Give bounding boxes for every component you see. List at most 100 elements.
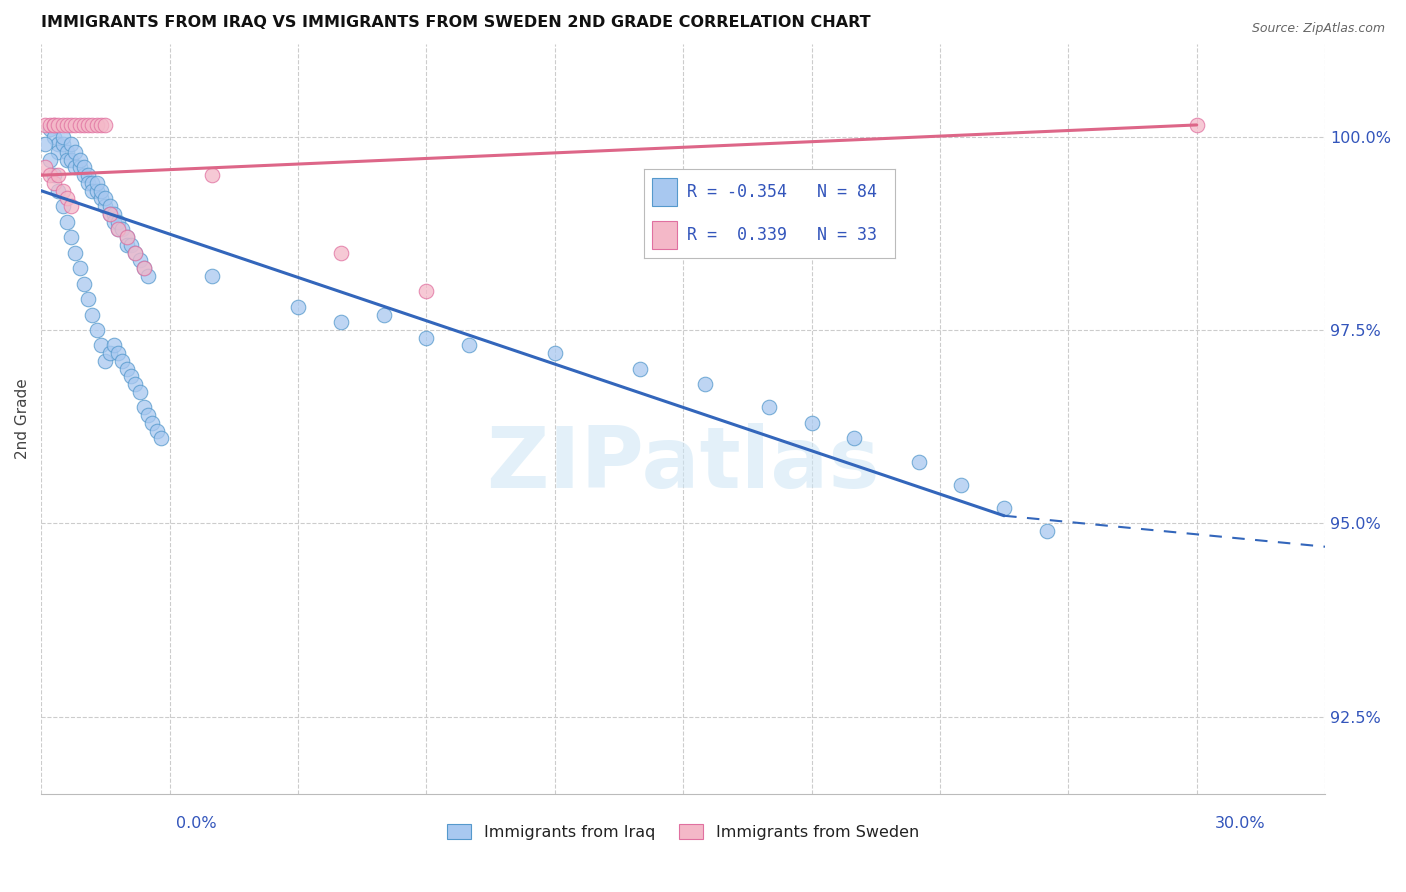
- Point: [98, 346, 121, 360]
- Point: [120, 238, 142, 252]
- Point: [60, 199, 83, 213]
- Point: [693, 377, 716, 392]
- Text: IMMIGRANTS FROM IRAQ VS IMMIGRANTS FROM SWEDEN 2ND GRADE CORRELATION CHART: IMMIGRANTS FROM IRAQ VS IMMIGRANTS FROM …: [41, 15, 870, 30]
- Point: [115, 238, 138, 252]
- Point: [56, 153, 79, 167]
- Point: [136, 408, 159, 422]
- Point: [103, 215, 125, 229]
- Point: [103, 207, 125, 221]
- Text: R =  0.339   N = 33: R = 0.339 N = 33: [688, 226, 877, 244]
- FancyBboxPatch shape: [652, 178, 676, 206]
- Point: [77, 168, 100, 182]
- Point: [132, 401, 155, 415]
- Point: [115, 230, 138, 244]
- Point: [73, 277, 96, 291]
- Point: [94, 199, 117, 213]
- Point: [46, 118, 69, 132]
- Point: [56, 191, 79, 205]
- Legend: Immigrants from Iraq, Immigrants from Sweden: Immigrants from Iraq, Immigrants from Sw…: [440, 818, 925, 847]
- Point: [86, 184, 108, 198]
- Point: [107, 346, 129, 360]
- Point: [693, 184, 716, 198]
- Point: [98, 207, 121, 221]
- Point: [65, 118, 87, 132]
- Point: [65, 161, 87, 175]
- Point: [94, 354, 117, 368]
- Point: [60, 230, 83, 244]
- Point: [60, 153, 83, 167]
- Point: [201, 268, 224, 283]
- Point: [82, 176, 104, 190]
- Point: [77, 292, 100, 306]
- Point: [145, 424, 167, 438]
- Point: [124, 377, 146, 392]
- Point: [34, 161, 56, 175]
- Point: [124, 245, 146, 260]
- Point: [51, 129, 73, 144]
- Point: [287, 300, 309, 314]
- Point: [86, 118, 108, 132]
- Point: [132, 261, 155, 276]
- Point: [46, 145, 69, 159]
- Point: [65, 145, 87, 159]
- Point: [86, 176, 108, 190]
- Point: [111, 222, 134, 236]
- Point: [993, 501, 1015, 516]
- Point: [77, 176, 100, 190]
- Point: [136, 268, 159, 283]
- Text: Source: ZipAtlas.com: Source: ZipAtlas.com: [1251, 22, 1385, 36]
- Point: [65, 245, 87, 260]
- Point: [86, 323, 108, 337]
- Point: [51, 199, 73, 213]
- Point: [90, 191, 112, 205]
- Point: [56, 215, 79, 229]
- Point: [69, 118, 91, 132]
- Point: [1185, 118, 1208, 132]
- Point: [107, 222, 129, 236]
- Point: [56, 118, 79, 132]
- Point: [132, 261, 155, 276]
- Point: [201, 168, 224, 182]
- Point: [98, 199, 121, 213]
- Point: [46, 168, 69, 182]
- Text: ZIPatlas: ZIPatlas: [486, 423, 880, 506]
- Point: [38, 118, 60, 132]
- Point: [90, 184, 112, 198]
- Point: [60, 118, 83, 132]
- Point: [107, 222, 129, 236]
- Point: [628, 361, 651, 376]
- Point: [415, 331, 437, 345]
- Point: [73, 161, 96, 175]
- Point: [458, 338, 481, 352]
- Point: [51, 184, 73, 198]
- Point: [98, 207, 121, 221]
- Point: [329, 315, 352, 329]
- Text: 0.0%: 0.0%: [176, 816, 217, 831]
- Point: [115, 361, 138, 376]
- Point: [128, 384, 150, 399]
- Point: [141, 416, 163, 430]
- Point: [844, 431, 866, 445]
- Point: [149, 431, 172, 445]
- Point: [38, 121, 60, 136]
- Point: [90, 338, 112, 352]
- Point: [38, 153, 60, 167]
- Point: [950, 477, 973, 491]
- Point: [56, 145, 79, 159]
- Point: [69, 261, 91, 276]
- Point: [107, 215, 129, 229]
- Point: [120, 369, 142, 384]
- Point: [329, 245, 352, 260]
- Point: [103, 338, 125, 352]
- Point: [128, 253, 150, 268]
- Point: [73, 168, 96, 182]
- Point: [51, 118, 73, 132]
- Point: [46, 137, 69, 152]
- FancyBboxPatch shape: [652, 220, 676, 249]
- Point: [42, 176, 65, 190]
- Point: [82, 308, 104, 322]
- Point: [42, 168, 65, 182]
- Point: [82, 184, 104, 198]
- Point: [69, 153, 91, 167]
- Point: [77, 118, 100, 132]
